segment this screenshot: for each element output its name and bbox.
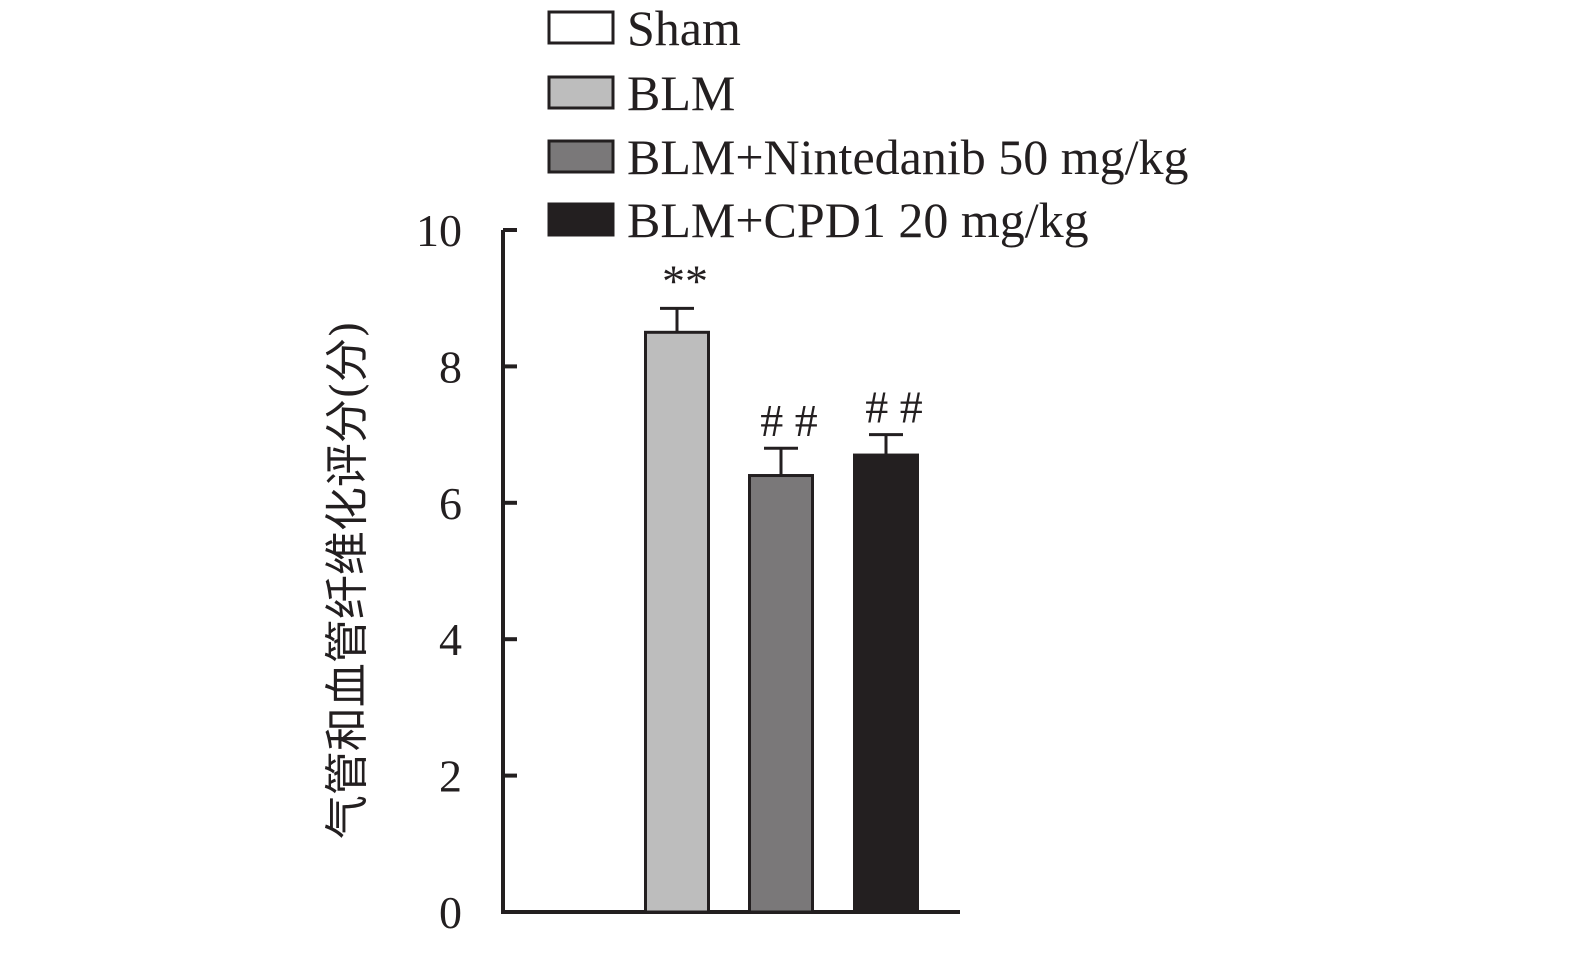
significance-label-2: # #	[760, 395, 818, 446]
y-tick-label-0: 0	[439, 887, 462, 938]
bar-3	[853, 453, 919, 914]
y-tick-label-10: 10	[416, 205, 462, 256]
error-bars	[660, 306, 903, 476]
y-axis-label-group: 气管和血管纤维化评分(分)	[322, 321, 373, 839]
bar-1	[644, 330, 710, 914]
y-tick-label-6: 6	[439, 478, 462, 529]
y-tick-label-8: 8	[439, 341, 462, 392]
bar-2	[748, 474, 814, 914]
significance-annotations: ** # # # #	[662, 255, 923, 446]
significance-label-3: # #	[865, 382, 923, 433]
legend-swatch-2	[547, 139, 615, 174]
axes: 0 2 4 6 8 10	[416, 205, 960, 938]
y-tick-label-2: 2	[439, 751, 462, 802]
y-axis-label: 气管和血管纤维化评分(分)	[322, 321, 373, 839]
legend-label-3: BLM+CPD1 20 mg/kg	[627, 192, 1089, 248]
legend-label-1: BLM	[627, 65, 735, 121]
legend-swatch-1	[547, 75, 615, 110]
legend-label-0: Sham	[627, 0, 741, 56]
legend-label-2: BLM+Nintedanib 50 mg/kg	[627, 129, 1189, 185]
legend: Sham BLM BLM+Nintedanib 50 mg/kg BLM+CPD1 2…	[547, 0, 1189, 248]
significance-label-1: **	[662, 255, 708, 306]
y-tick-label-4: 4	[439, 614, 462, 665]
legend-swatch-0	[547, 10, 615, 45]
legend-swatch-3	[547, 202, 615, 237]
bars	[644, 330, 919, 914]
